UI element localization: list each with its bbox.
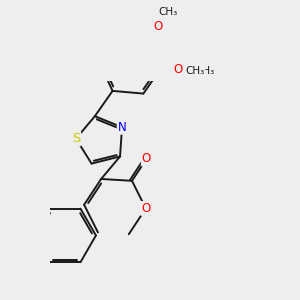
Text: O: O bbox=[142, 152, 151, 165]
Text: O: O bbox=[173, 63, 183, 76]
Text: CH₃: CH₃ bbox=[195, 66, 214, 76]
Text: O: O bbox=[153, 20, 162, 33]
Text: CH₃: CH₃ bbox=[185, 66, 205, 76]
Text: S: S bbox=[72, 132, 80, 145]
Text: CH₃: CH₃ bbox=[158, 8, 177, 17]
Text: O: O bbox=[141, 202, 150, 215]
Text: N: N bbox=[118, 121, 126, 134]
